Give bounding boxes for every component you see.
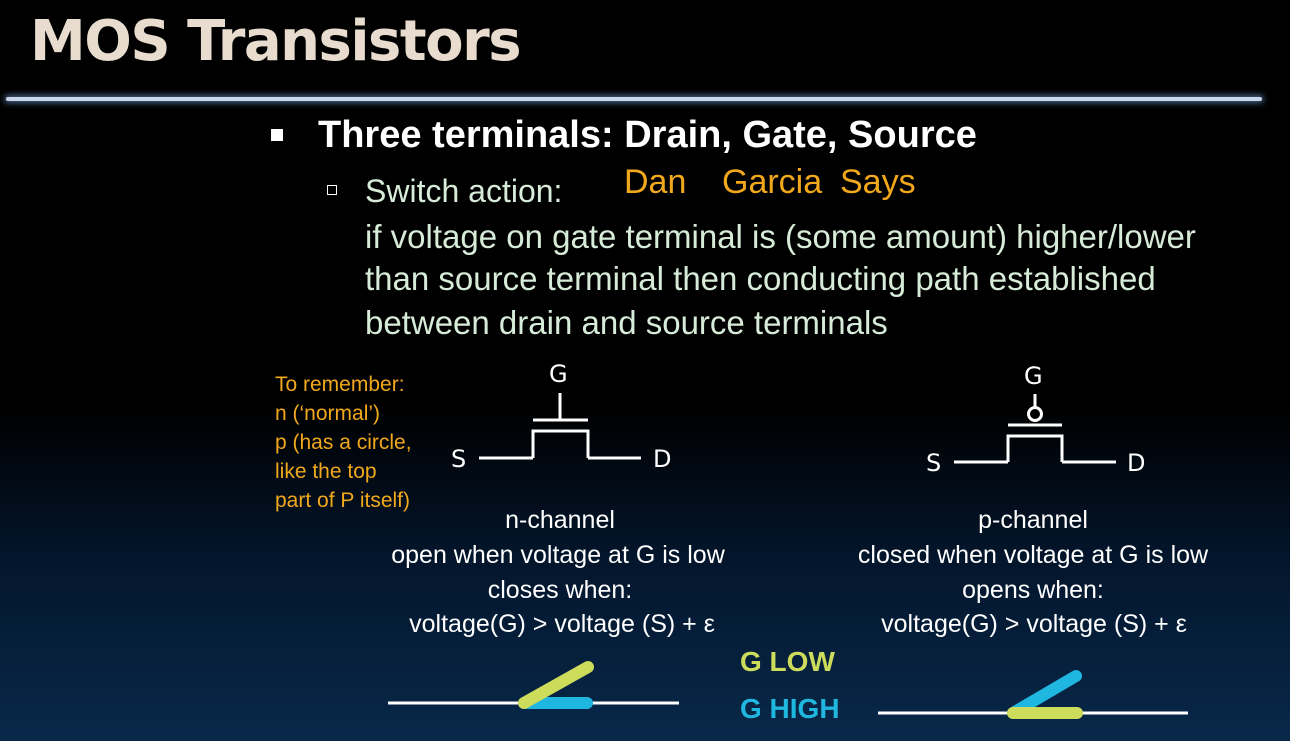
p-caption-line-2: closed when voltage at G is low [857,541,1209,569]
p-caption-line-4: voltage(G) > voltage (S) + ε [881,610,1187,638]
body-line-3: between drain and source terminals [365,304,888,341]
annotation-word-3: Says [840,163,916,201]
annotation-word-1: Dan [624,163,687,201]
sub-bullet-square-icon [327,185,337,195]
p-channel-body [1006,434,1064,462]
legend-g-high: G HIGH [740,693,840,724]
remember-line-1: To remember: [275,373,405,396]
remember-line-2: n (‘normal’) [275,402,381,425]
p-switch-illustration [878,670,1188,719]
annotation-word-2: Garcia [722,163,823,201]
n-switch-g-low-blade [518,661,594,709]
n-caption-line-4: voltage(G) > voltage (S) + ε [409,610,715,638]
page-title: MOS Transistors [30,9,522,74]
remember-line-3: p (has a circle, [275,431,412,454]
bullet-square-icon [271,129,283,141]
n-drain-label: D [653,445,672,473]
body-line-2: than source terminal then conducting pat… [365,260,1156,297]
p-gate-bubble-icon [1027,406,1043,422]
n-caption-line-3: closes when: [487,576,633,604]
p-drain-label: D [1127,449,1146,477]
remember-line-5: part of P itself) [275,489,411,512]
n-channel-symbol [479,393,641,460]
p-gate-label: G [1024,362,1043,390]
sub-bullet-text: Switch action: [365,173,563,209]
main-bullet-text: Three terminals: Drain, Gate, Source [318,114,977,156]
n-switch-illustration [388,661,679,709]
body-line-1: if voltage on gate terminal is (some amo… [365,218,1196,255]
n-gate-label: G [549,360,568,388]
remember-line-4: like the top [275,460,377,483]
title-divider [6,97,1262,101]
p-switch-g-high-blade [1007,670,1082,719]
legend-g-low: G LOW [740,646,835,677]
n-caption-line-1: n-channel [505,506,615,534]
p-caption-line-3: opens when: [962,576,1104,604]
p-caption-line-1: p-channel [978,506,1088,534]
n-source-label: S [451,445,467,473]
p-channel-symbol [954,394,1116,464]
n-caption-line-2: open when voltage at G is low [391,541,725,569]
n-channel-body [531,429,590,458]
p-source-label: S [926,449,942,477]
